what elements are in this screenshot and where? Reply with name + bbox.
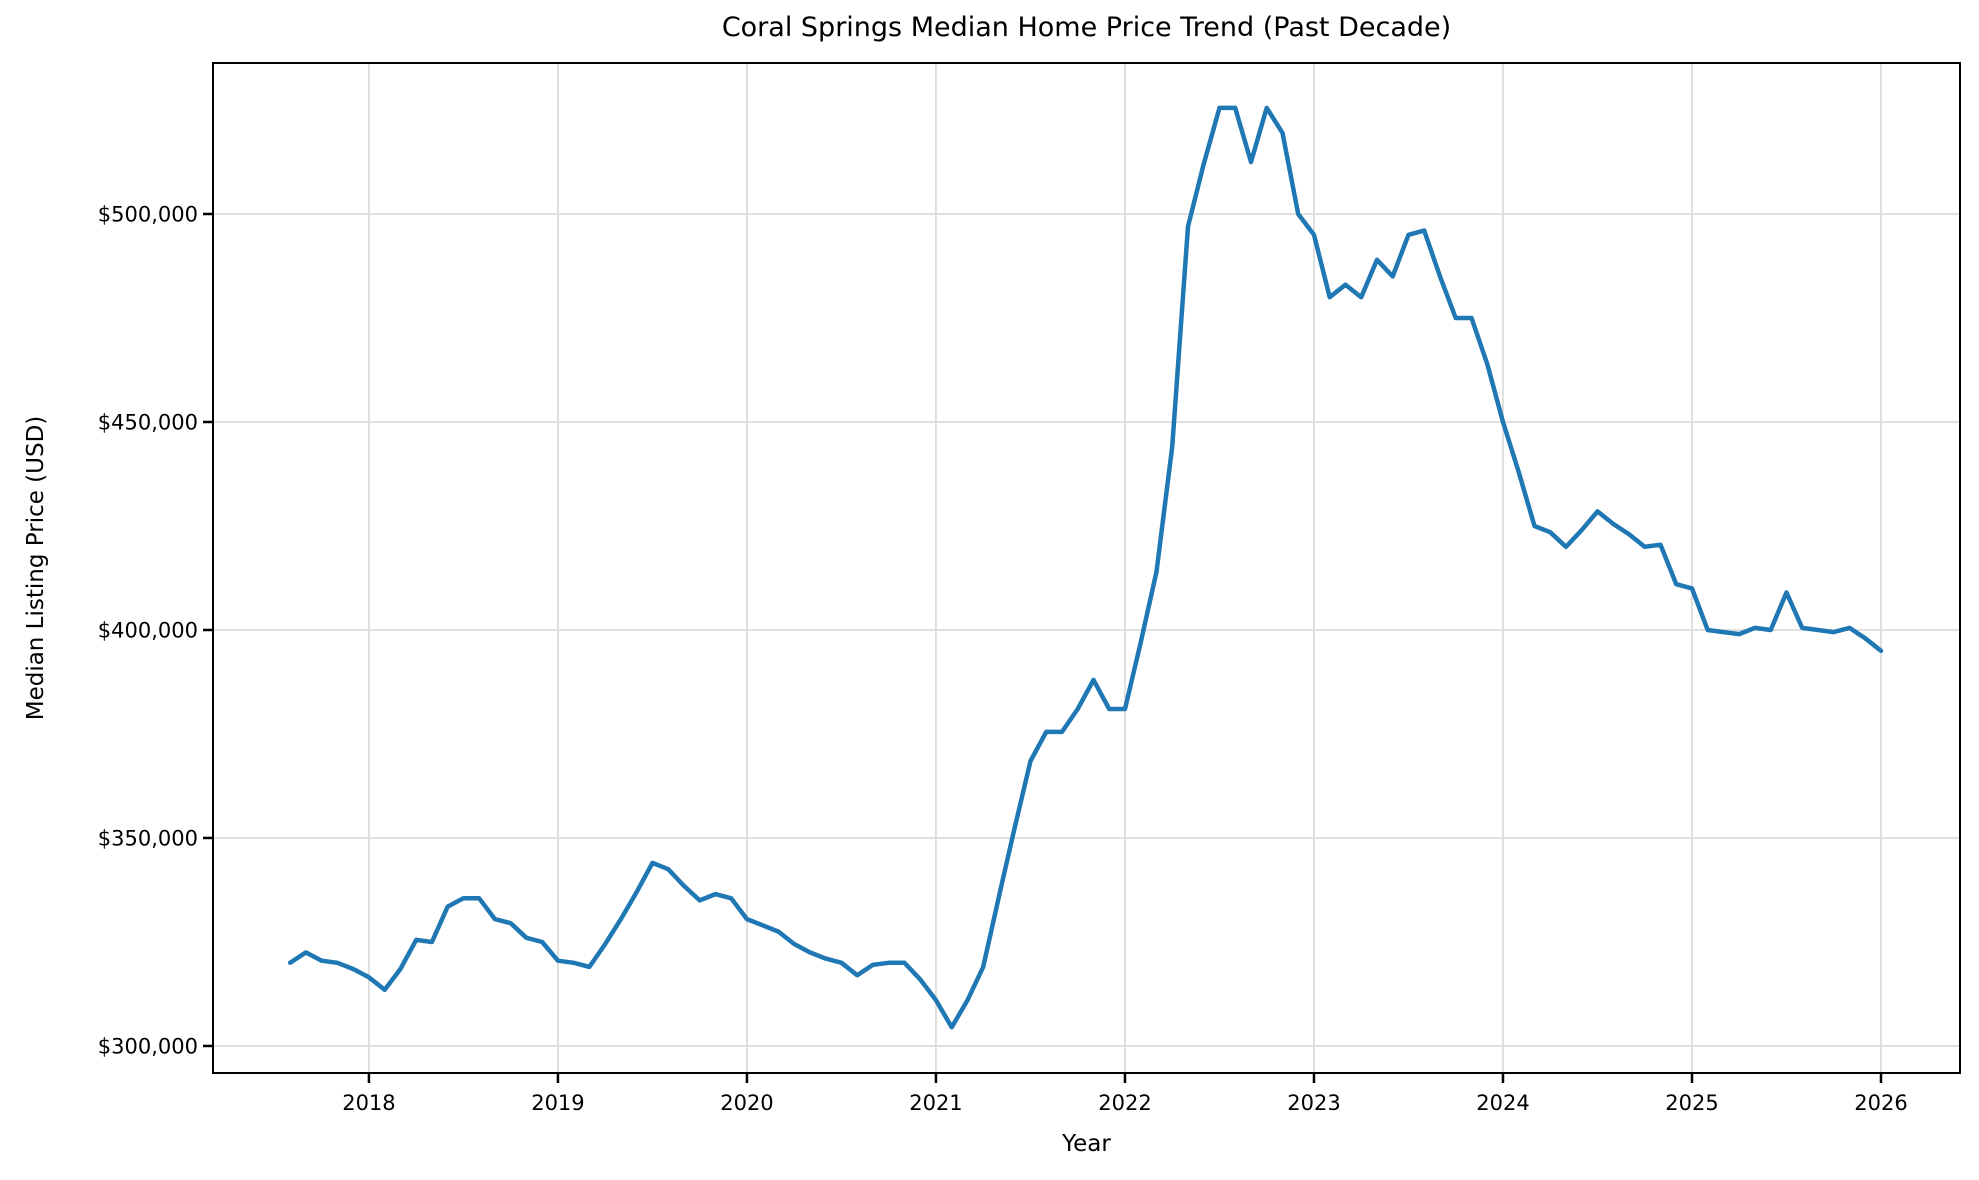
x-tick-label: 2019 — [531, 1091, 584, 1115]
y-axis-label: Median Listing Price (USD) — [23, 415, 49, 721]
x-tick-label: 2025 — [1665, 1091, 1718, 1115]
x-axis-label: Year — [1062, 1131, 1111, 1157]
plot-border — [212, 62, 1961, 1074]
x-tick-label: 2023 — [1287, 1091, 1340, 1115]
y-tick-label: $350,000 — [98, 826, 198, 850]
x-tick-label: 2026 — [1854, 1091, 1907, 1115]
x-tick-label: 2022 — [1098, 1091, 1151, 1115]
price-trend-line — [287, 105, 1884, 1030]
y-tick-label: $300,000 — [98, 1034, 198, 1058]
y-tick-label: $450,000 — [98, 410, 198, 434]
x-tick-label: 2024 — [1476, 1091, 1529, 1115]
y-tick-label: $400,000 — [98, 618, 198, 642]
x-tick-label: 2020 — [720, 1091, 773, 1115]
x-tick-label: 2018 — [342, 1091, 395, 1115]
y-tick-label: $500,000 — [98, 203, 198, 227]
x-tick-label: 2021 — [909, 1091, 962, 1115]
chart-title: Coral Springs Median Home Price Trend (P… — [721, 12, 1452, 43]
